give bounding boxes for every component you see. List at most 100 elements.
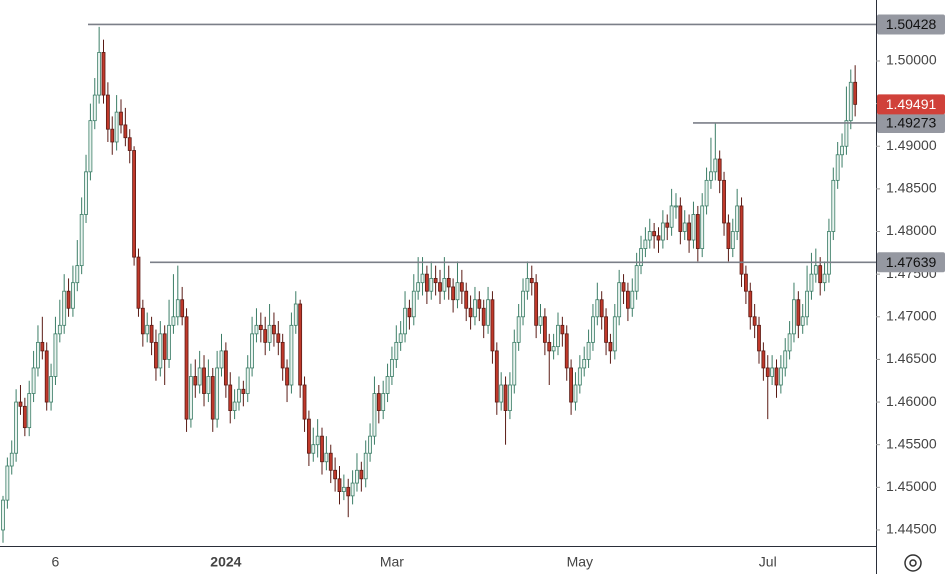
candle-body — [206, 376, 211, 394]
candle-body — [730, 231, 735, 249]
candle-body — [521, 290, 525, 318]
candle-body — [355, 469, 359, 484]
candle-body — [105, 94, 110, 130]
candle-body — [280, 341, 285, 369]
candle-body — [853, 81, 858, 105]
candle-body — [328, 452, 333, 471]
candle-body — [416, 282, 421, 292]
candle-body — [840, 145, 844, 156]
candle-body — [547, 341, 552, 352]
candle-body — [459, 282, 464, 292]
candle-body — [617, 282, 622, 318]
candle-body — [149, 324, 154, 343]
candle-body — [18, 401, 23, 407]
candle-body — [717, 158, 722, 181]
candle-body — [407, 307, 412, 318]
x-tick-label: 6 — [52, 554, 60, 570]
candle-body — [748, 290, 753, 318]
candle-body — [446, 278, 451, 288]
candle-body — [210, 376, 215, 420]
candle-body — [62, 290, 67, 326]
level-label-box — [877, 252, 945, 273]
candle-body — [630, 290, 635, 309]
candle-body — [97, 52, 102, 96]
candle-body — [162, 333, 167, 360]
candle-body — [302, 384, 307, 420]
candle-body — [477, 299, 482, 309]
candle-body — [809, 273, 814, 292]
level-label-box — [877, 14, 945, 35]
candle-body — [254, 324, 259, 335]
candle-body — [44, 350, 49, 403]
candle-body — [145, 324, 150, 335]
candle-body — [5, 465, 10, 501]
candle-body — [123, 124, 128, 139]
candle-body — [132, 150, 137, 258]
candle-body — [647, 231, 652, 241]
candle-body — [643, 239, 648, 249]
candle-body — [682, 222, 687, 232]
gear-center[interactable] — [909, 559, 917, 567]
y-tick-label: 1.48500 — [886, 180, 937, 196]
candle-body — [376, 393, 381, 411]
candle-body — [403, 307, 407, 335]
candle-body — [237, 388, 241, 403]
candle-body — [538, 316, 543, 326]
candle-body — [202, 367, 206, 394]
candle-body — [136, 256, 141, 309]
x-tick-label: Jul — [759, 554, 777, 570]
candle-body — [306, 418, 311, 454]
candle-body — [79, 214, 84, 267]
candle-body — [770, 367, 775, 377]
candle-body — [320, 435, 324, 463]
candle-body — [529, 278, 534, 284]
candle-body — [534, 282, 539, 326]
candle-body — [486, 299, 490, 326]
candle-body — [704, 179, 709, 207]
candle-body — [66, 290, 71, 309]
y-tick-label: 1.45000 — [886, 478, 937, 494]
candle-body — [92, 94, 97, 122]
candle-body — [223, 350, 228, 386]
candle-body — [276, 333, 281, 343]
candle-body — [40, 341, 45, 352]
candle-body — [787, 333, 792, 352]
last-price-label: 1.49491 — [886, 96, 937, 112]
candle-body — [75, 265, 80, 284]
candle-body — [468, 307, 473, 318]
candle-body — [848, 81, 853, 122]
candle-body — [424, 273, 429, 292]
candle-body — [285, 367, 289, 386]
candle-body — [53, 333, 58, 377]
candle-body — [761, 350, 766, 369]
candle-body — [726, 222, 731, 249]
level-label: 1.50428 — [886, 16, 937, 32]
candle-body — [687, 222, 691, 241]
candle-body — [9, 452, 14, 467]
candle-body — [228, 384, 233, 411]
candle-body — [337, 478, 342, 492]
candle-body — [669, 205, 674, 228]
candle-body — [599, 299, 604, 318]
candle-body — [250, 333, 254, 369]
candle-body — [158, 333, 163, 369]
gear-outline[interactable] — [904, 554, 922, 572]
candle-body — [171, 316, 176, 326]
candle-body — [709, 171, 713, 181]
candle-body — [315, 435, 320, 446]
candle-body — [652, 231, 657, 237]
candle-body — [429, 278, 434, 292]
candle-body — [822, 273, 827, 284]
candle-body — [394, 341, 399, 360]
candle-body — [473, 299, 477, 318]
candle-body — [350, 482, 355, 497]
candle-body — [481, 307, 486, 326]
candle-body — [695, 214, 700, 249]
candle-body — [381, 393, 386, 411]
candle-body — [612, 316, 617, 352]
candle-body — [197, 367, 202, 386]
candle-body — [272, 324, 276, 335]
settings-button[interactable] — [904, 554, 922, 572]
candle-body — [346, 486, 351, 497]
